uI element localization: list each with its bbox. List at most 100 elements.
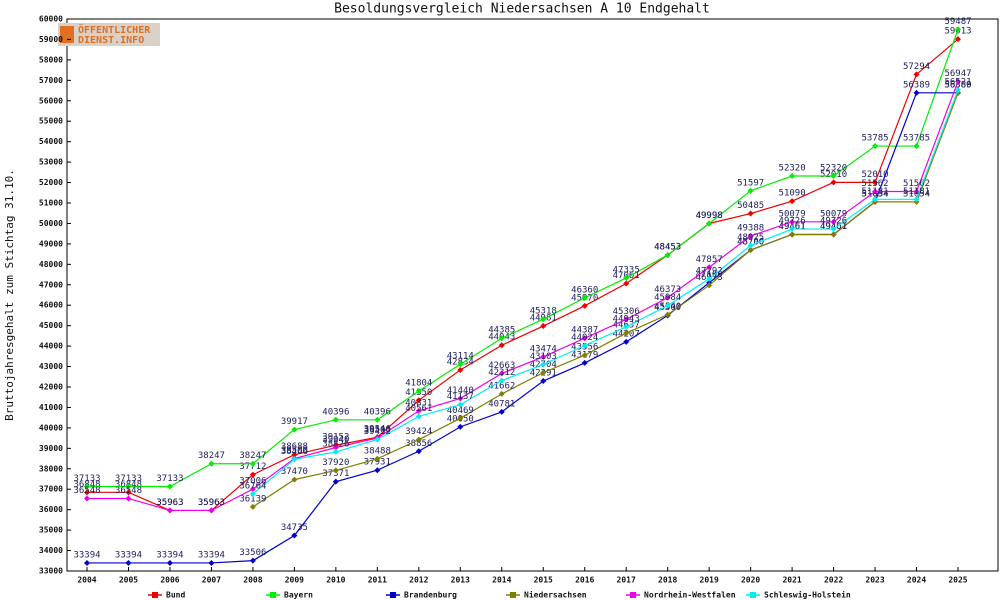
legend-label: Niedersachsen [524,590,587,600]
x-tick-label: 2014 [492,576,511,585]
chart-title: Besoldungsvergleich Niedersachsen A 10 E… [334,2,710,17]
x-tick-label: 2016 [575,576,594,585]
value-label: 41662 [488,381,515,391]
value-label: 48925 [737,233,764,243]
y-tick-label: 50000 [39,219,63,228]
value-label: 38688 [281,442,308,452]
x-tick-label: 2021 [782,576,801,585]
data-point [84,495,90,502]
value-label: 53785 [862,134,889,144]
value-label: 36548 [73,486,100,496]
data-point [540,316,547,323]
data-point [84,489,90,496]
data-point [208,559,215,566]
data-point [457,395,464,402]
value-label: 44385 [488,326,515,336]
legend-marker [270,592,276,598]
value-label: 48453 [654,243,681,253]
y-tick-label: 56000 [39,96,63,105]
data-point [913,143,920,150]
y-tick-label: 47000 [39,280,63,289]
data-point [457,415,464,422]
series-line [87,81,959,512]
data-point [872,188,879,195]
value-label: 39040 [322,435,349,445]
y-tick-label: 53000 [39,158,63,167]
data-point [291,451,298,458]
y-tick-label: 39000 [39,444,63,453]
value-label: 49726 [820,217,847,227]
data-point [830,226,837,233]
value-label: 38466 [281,447,308,457]
data-point [623,330,630,337]
data-point [291,532,298,539]
value-label: 38247 [198,451,225,461]
value-label: 35963 [156,498,183,508]
legend-marker [510,592,516,598]
value-label: 38500 [281,446,308,456]
value-label: 37133 [115,474,142,484]
data-point [747,187,754,194]
data-point [291,456,298,463]
data-point [498,390,505,397]
y-tick-label: 45000 [39,321,63,330]
value-label: 40781 [488,399,515,409]
data-point [84,559,90,566]
data-point [415,436,422,443]
value-label: 37371 [322,469,349,479]
data-point [125,495,132,502]
value-label: 46373 [654,285,681,295]
x-tick-label: 2010 [326,576,345,585]
value-label: 48453 [654,243,681,253]
y-tick-label: 49000 [39,239,63,248]
y-tick-label: 44000 [39,342,63,351]
value-label: 43474 [530,344,557,354]
value-label: 52010 [862,170,889,180]
data-point [664,302,671,309]
data-point [415,397,422,404]
data-point [789,231,796,238]
data-point [623,274,630,281]
series-line [252,89,959,495]
value-label: 51090 [779,189,806,199]
data-point [664,294,671,301]
value-label: 37133 [73,474,100,484]
data-point [498,408,505,415]
data-point [623,316,630,323]
data-point [332,416,339,423]
data-point [540,323,547,330]
data-point [208,507,215,514]
value-label: 39424 [405,427,432,437]
data-point [332,478,339,485]
legend-label: Nordrhein-Westfalen [644,590,736,600]
value-label: 39432 [364,427,391,437]
value-label: 45984 [654,293,681,303]
data-point [706,282,713,289]
value-label: 50079 [820,209,847,219]
data-point [125,489,132,496]
data-point [872,143,879,150]
value-label: 49726 [779,217,806,227]
logo-text: DIENST.INFO [78,35,144,46]
x-tick-label: 2019 [700,576,719,585]
data-point [789,218,796,225]
series-line [87,29,959,488]
x-tick-label: 2025 [948,576,967,585]
data-point [913,196,920,203]
x-tick-label: 2022 [824,576,843,585]
x-tick-label: 2006 [160,576,179,585]
value-label: 33506 [239,548,266,558]
data-point [581,352,588,359]
value-label: 45306 [613,307,640,317]
data-point [249,486,256,493]
value-label: 51562 [862,179,889,189]
data-point [374,416,381,423]
x-tick-label: 2024 [907,576,926,585]
value-label: 38826 [322,439,349,449]
data-point [540,369,547,376]
data-point [581,335,588,342]
value-label: 37133 [156,474,183,484]
data-point [706,220,713,227]
data-point [664,252,671,259]
